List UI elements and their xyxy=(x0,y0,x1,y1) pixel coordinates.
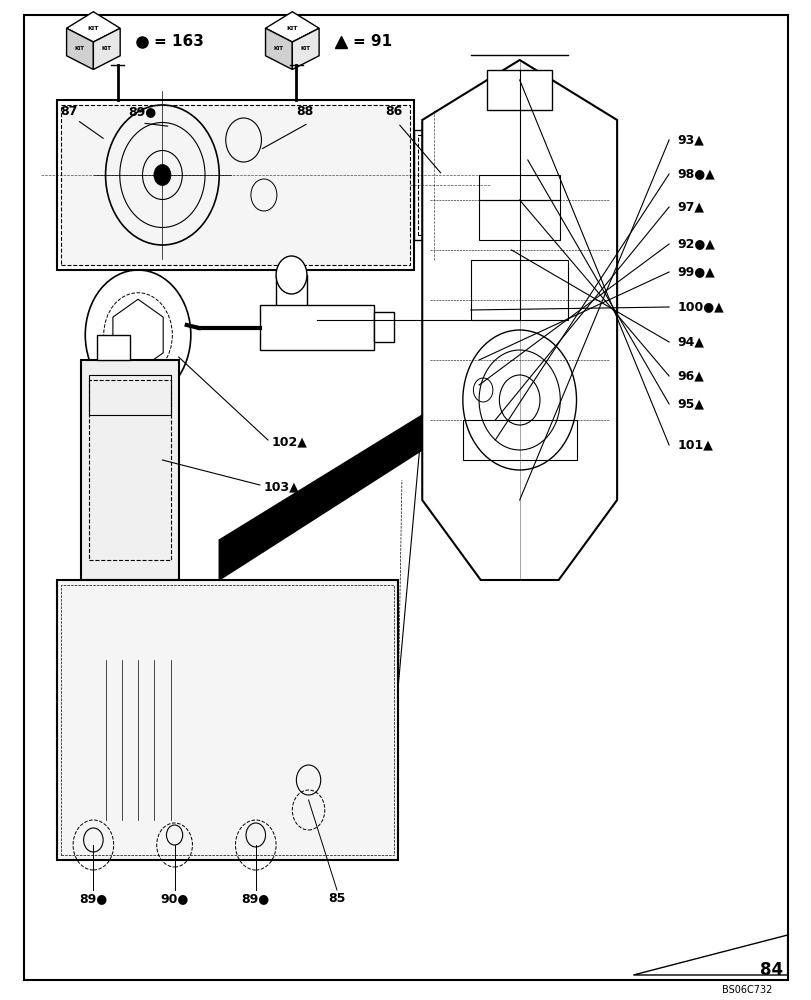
Text: 94▲: 94▲ xyxy=(676,336,703,349)
Text: KIT: KIT xyxy=(300,46,311,51)
Text: KIT: KIT xyxy=(286,26,298,31)
Polygon shape xyxy=(93,28,120,70)
Text: 88: 88 xyxy=(295,105,313,118)
Circle shape xyxy=(276,256,307,294)
Text: = 163: = 163 xyxy=(154,34,204,49)
FancyBboxPatch shape xyxy=(61,105,410,265)
FancyBboxPatch shape xyxy=(260,305,373,350)
Text: 87: 87 xyxy=(60,105,78,118)
Polygon shape xyxy=(422,60,616,580)
Text: 101▲: 101▲ xyxy=(676,438,712,452)
Text: 86: 86 xyxy=(384,105,402,118)
Text: 100●▲: 100●▲ xyxy=(676,300,723,314)
Text: 99●▲: 99●▲ xyxy=(676,265,714,278)
Text: 97▲: 97▲ xyxy=(676,200,703,214)
Text: = 91: = 91 xyxy=(353,34,392,49)
Text: 89●: 89● xyxy=(128,105,156,118)
FancyBboxPatch shape xyxy=(57,580,397,860)
Text: KIT: KIT xyxy=(75,46,85,51)
Polygon shape xyxy=(219,415,422,580)
Text: KIT: KIT xyxy=(88,26,99,31)
FancyBboxPatch shape xyxy=(373,312,393,342)
Text: 96▲: 96▲ xyxy=(676,369,703,382)
Text: KIT: KIT xyxy=(101,46,112,51)
Text: 103▲: 103▲ xyxy=(264,481,299,493)
Polygon shape xyxy=(67,12,120,42)
Text: 92●▲: 92●▲ xyxy=(676,237,714,250)
Circle shape xyxy=(154,164,171,186)
Text: 89●: 89● xyxy=(79,892,107,905)
Polygon shape xyxy=(67,28,93,70)
Text: 93▲: 93▲ xyxy=(676,133,703,146)
Polygon shape xyxy=(265,28,292,70)
Text: 90●: 90● xyxy=(161,892,188,905)
FancyBboxPatch shape xyxy=(81,360,178,580)
FancyBboxPatch shape xyxy=(487,70,551,110)
Text: BS06C732: BS06C732 xyxy=(721,985,771,995)
Text: 98●▲: 98●▲ xyxy=(676,167,714,180)
Text: 89●: 89● xyxy=(242,892,269,905)
FancyBboxPatch shape xyxy=(97,335,130,360)
Polygon shape xyxy=(292,28,319,70)
Text: 85: 85 xyxy=(328,892,345,905)
Text: 102▲: 102▲ xyxy=(272,436,307,448)
Text: KIT: KIT xyxy=(273,46,284,51)
Polygon shape xyxy=(265,12,319,42)
Text: 95▲: 95▲ xyxy=(676,397,703,410)
FancyBboxPatch shape xyxy=(276,275,307,345)
Text: 84: 84 xyxy=(759,961,782,979)
